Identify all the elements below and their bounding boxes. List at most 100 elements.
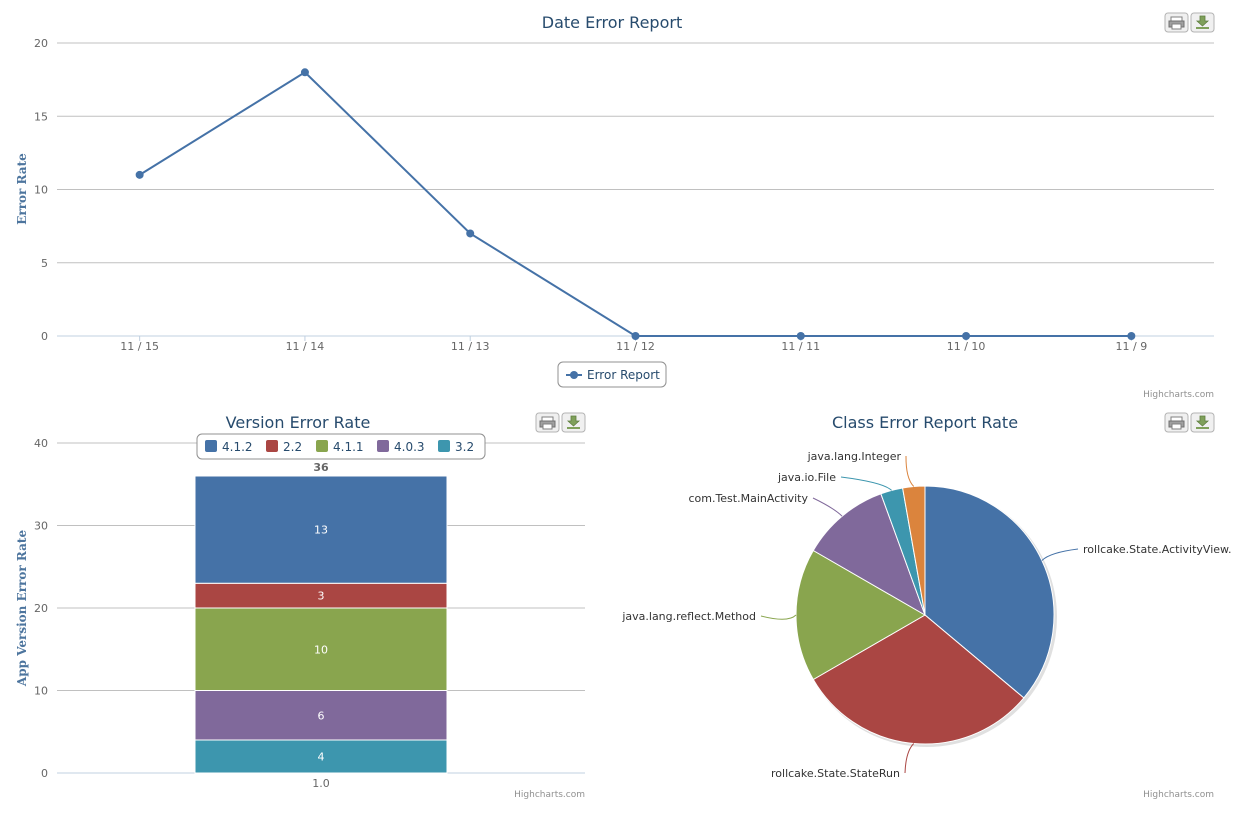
pie-slice-2: [795, 549, 926, 681]
data-point: [466, 229, 475, 238]
x-tick-label: 11 / 13: [451, 340, 490, 353]
data-point: [631, 332, 640, 340]
class-error-pie-chart: Class Error Report Rate rollcake.State.A…: [621, 412, 1232, 800]
bar-segment-4-1-2: [194, 475, 448, 584]
pie-slices: [795, 485, 1055, 745]
x-axis-ticks: 11 / 15 11 / 14 11 / 13 11 / 12 11 / 11 11 / …: [120, 336, 1147, 353]
bar-segment-4-0-3: [194, 690, 448, 741]
segment-value-label: 4: [318, 751, 325, 764]
pie-label: java.lang.Integer: [807, 450, 902, 463]
series-line-error-report: [139, 71, 1132, 337]
bar-segment-4-1-1: [194, 607, 448, 691]
stack-total-label: 36: [313, 461, 329, 474]
legend-box: [557, 361, 667, 388]
download-icon: [1195, 415, 1210, 429]
y-axis-label: App Version Error Rate: [15, 530, 29, 688]
export-button[interactable]: [1190, 12, 1215, 33]
y-tick-label: 5: [41, 257, 48, 270]
printer-icon: [539, 416, 556, 430]
legend[interactable]: Error Report: [557, 361, 667, 388]
y-tick-label: 10: [34, 685, 48, 698]
legend-item-3-2[interactable]: 3.2: [455, 440, 474, 454]
pie-connector-line: [760, 614, 797, 620]
x-tick-label: 11 / 11: [781, 340, 820, 353]
data-point: [300, 68, 309, 77]
pie-label: java.io.File: [777, 471, 836, 484]
stacked-bars: [194, 475, 448, 774]
pie-label: rollcake.State.ActivityView.: [1083, 543, 1232, 556]
printer-icon: [1168, 416, 1185, 430]
pie-labels: rollcake.State.ActivityView. rollcake.Sta…: [621, 450, 1231, 780]
pie-slice-0: [924, 485, 1055, 699]
pie-connector-line: [812, 497, 843, 517]
download-icon: [566, 415, 581, 429]
print-button[interactable]: [535, 412, 560, 433]
bar-segment-2-2: [194, 582, 448, 609]
legend-swatch-icon: [205, 440, 217, 452]
segment-value-label: 13: [314, 524, 328, 537]
credit-link[interactable]: Highcharts.com: [1143, 790, 1214, 800]
y-axis-ticks: 0 5 10 15 20: [34, 37, 48, 343]
data-point: [796, 332, 805, 340]
x-tick-label: 11 / 15: [120, 340, 159, 353]
y-tick-label: 20: [34, 37, 48, 50]
pie-label: java.lang.reflect.Method: [621, 610, 756, 623]
x-tick-label: 11 / 10: [947, 340, 986, 353]
x-tick-label: 11 / 12: [616, 340, 655, 353]
pie-slice-1: [812, 614, 1025, 745]
legend-swatch-icon: [266, 440, 278, 452]
version-error-stacked-chart: Version Error Rate 0 10 20 30 40 App Version…: [15, 412, 586, 800]
y-tick-label: 30: [34, 520, 48, 533]
legend-swatch-icon: [316, 440, 328, 452]
legend-item-4-0-3[interactable]: 4.0.3: [394, 440, 425, 454]
y-tick-label: 0: [41, 330, 48, 343]
segment-value-label: 6: [318, 709, 325, 722]
x-axis-tick: 1.0: [312, 777, 330, 790]
y-tick-label: 20: [34, 602, 48, 615]
export-button[interactable]: [1190, 412, 1215, 433]
data-point: [1127, 332, 1136, 340]
export-button[interactable]: [561, 412, 586, 433]
y-tick-label: 15: [34, 110, 48, 123]
data-point: [962, 332, 971, 340]
y-axis-ticks: 0 10 20 30 40: [34, 437, 48, 780]
stack-value-labels: 4 6 10 3 13: [314, 524, 328, 764]
pie-connector-line: [904, 743, 915, 774]
print-button[interactable]: [1164, 12, 1189, 33]
chart-title: Class Error Report Rate: [832, 413, 1018, 432]
legend-item-2-2[interactable]: 2.2: [283, 440, 302, 454]
pie-label: rollcake.State.StateRun: [771, 767, 900, 780]
pie-connector-line: [840, 476, 892, 491]
x-tick-label: 11 / 9: [1116, 340, 1148, 353]
chart-title: Version Error Rate: [226, 413, 371, 432]
pie-label: com.Test.MainActivity: [688, 492, 808, 505]
y-tick-label: 0: [41, 767, 48, 780]
chart-title: Date Error Report: [542, 13, 682, 32]
series-points: [135, 68, 1136, 340]
data-point: [135, 170, 144, 179]
credit-link[interactable]: Highcharts.com: [1143, 390, 1214, 400]
download-icon: [1195, 15, 1210, 29]
y-tick-label: 10: [34, 184, 48, 197]
pie-slice-3: [812, 493, 926, 617]
x-tick-label: 11 / 14: [286, 340, 325, 353]
legend-swatch-icon: [377, 440, 389, 452]
print-button[interactable]: [1164, 412, 1189, 433]
legend-item-4-1-1[interactable]: 4.1.1: [333, 440, 364, 454]
legend-item-4-1-2[interactable]: 4.1.2: [222, 440, 253, 454]
grid-lines: [57, 42, 1214, 337]
legend-item-error-report[interactable]: Error Report: [587, 368, 660, 382]
bar-segment-3-2: [194, 739, 448, 774]
printer-icon: [1168, 16, 1185, 30]
segment-value-label: 3: [318, 590, 325, 603]
legend-swatch-icon: [438, 440, 450, 452]
y-axis-label: Error Rate: [15, 153, 29, 225]
legend[interactable]: 4.1.2 2.2 4.1.1 4.0.3 3.2: [196, 433, 486, 460]
pie-connector-line: [905, 455, 915, 487]
legend-marker-icon: [570, 371, 578, 379]
pie-connector-line: [1041, 548, 1079, 561]
y-tick-label: 40: [34, 437, 48, 450]
credit-link[interactable]: Highcharts.com: [514, 790, 585, 800]
